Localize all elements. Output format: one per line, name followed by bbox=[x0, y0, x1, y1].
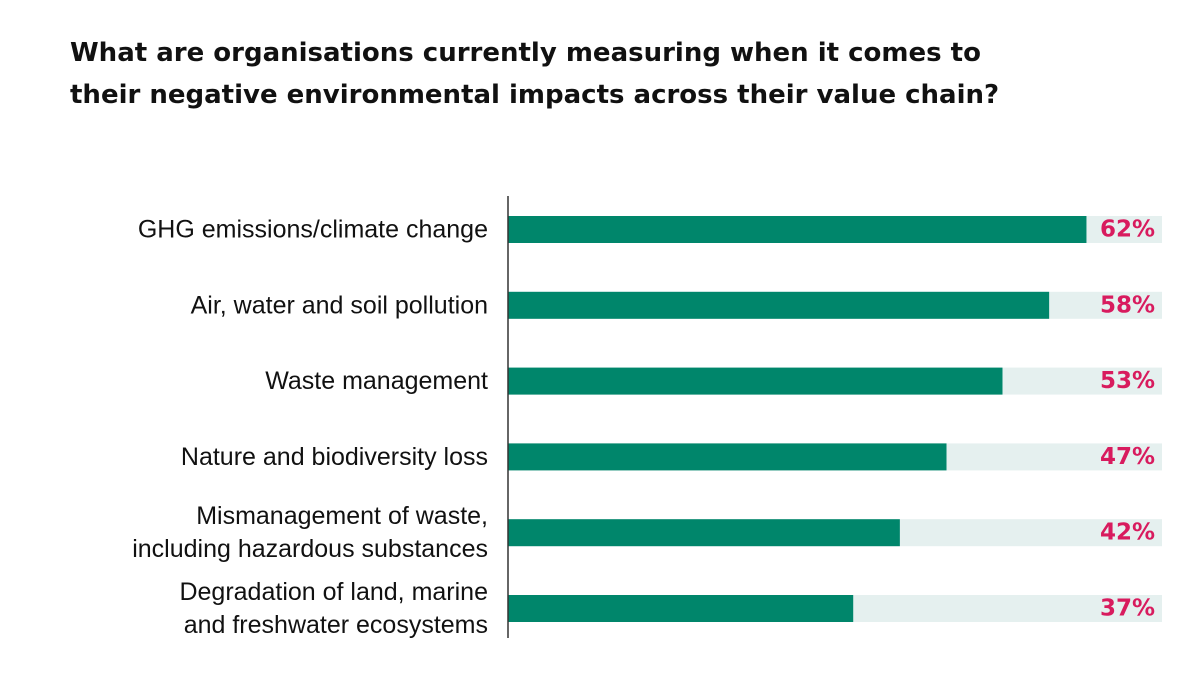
value-label: 37% bbox=[1100, 596, 1155, 622]
category-label: Mismanagement of waste, including hazardo… bbox=[132, 502, 488, 563]
chart-title: What are organisations currently measuri… bbox=[70, 38, 1000, 110]
value-label: 53% bbox=[1100, 368, 1155, 394]
bar bbox=[508, 443, 947, 471]
value-label: 62% bbox=[1100, 217, 1155, 243]
value-labels: 62% 58% 53% 47% 42% 37% bbox=[1100, 217, 1155, 622]
value-label: 42% bbox=[1100, 520, 1155, 546]
category-label: Degradation of land, marine and freshwate… bbox=[179, 578, 488, 639]
bar bbox=[508, 519, 900, 547]
category-label: Air, water and soil pollution bbox=[191, 291, 488, 319]
bar bbox=[508, 291, 1050, 319]
value-label: 47% bbox=[1100, 444, 1155, 470]
category-labels: GHG emissions/climate change Air, water a… bbox=[132, 216, 488, 640]
bars bbox=[508, 216, 1087, 622]
value-label: 58% bbox=[1100, 292, 1155, 318]
category-label: Waste management bbox=[265, 367, 488, 395]
category-label: Nature and biodiversity loss bbox=[181, 443, 488, 471]
bar bbox=[508, 216, 1087, 243]
bar bbox=[508, 595, 854, 622]
bar-tracks bbox=[508, 216, 1162, 622]
bar bbox=[508, 367, 1003, 395]
category-label: GHG emissions/climate change bbox=[138, 216, 488, 244]
